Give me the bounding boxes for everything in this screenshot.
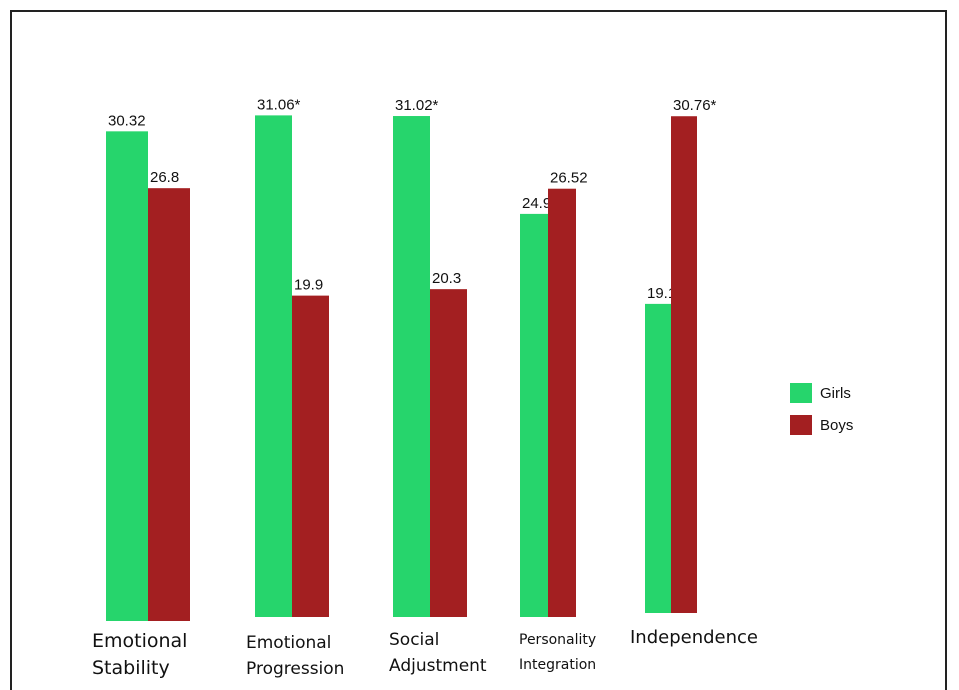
legend-label-boys: Boys xyxy=(820,417,853,434)
value-label-boys-4: 30.76* xyxy=(673,97,717,114)
legend-label-girls: Girls xyxy=(820,385,851,402)
bar-girls-0 xyxy=(106,131,148,621)
value-label-boys-1: 19.9 xyxy=(294,277,323,294)
legend-swatch-girls xyxy=(790,383,812,403)
bar-boys-1 xyxy=(292,295,329,617)
category-label-1-1: Progression xyxy=(246,659,344,679)
category-label-0-1: Stability xyxy=(92,657,170,679)
bar-girls-3 xyxy=(520,213,548,617)
category-label-4-0: Independence xyxy=(630,627,758,648)
value-label-girls-0: 30.32 xyxy=(108,112,146,129)
bar-girls-2 xyxy=(393,116,430,617)
bar-girls-4 xyxy=(645,303,671,613)
value-label-boys-0: 26.8 xyxy=(150,169,179,186)
bar-girls-1 xyxy=(255,115,292,618)
chart-frame xyxy=(10,10,947,690)
category-label-3-1: Integration xyxy=(519,657,596,673)
bar-boys-0 xyxy=(148,188,190,621)
bar-boys-3 xyxy=(548,188,576,617)
category-label-2-0: Social xyxy=(389,630,439,650)
bar-boys-2 xyxy=(430,289,467,617)
legend-swatch-boys xyxy=(790,415,812,435)
category-label-2-1: Adjustment xyxy=(389,656,487,676)
bar-boys-4 xyxy=(671,116,697,613)
value-label-girls-2: 31.02* xyxy=(395,97,439,114)
value-label-boys-2: 20.3 xyxy=(432,270,461,287)
value-label-girls-1: 31.06* xyxy=(257,96,301,113)
category-label-3-0: Personality xyxy=(519,632,596,648)
value-label-boys-3: 26.52 xyxy=(550,170,588,187)
category-label-1-0: Emotional xyxy=(246,633,331,653)
category-label-0-0: Emotional xyxy=(92,630,187,652)
